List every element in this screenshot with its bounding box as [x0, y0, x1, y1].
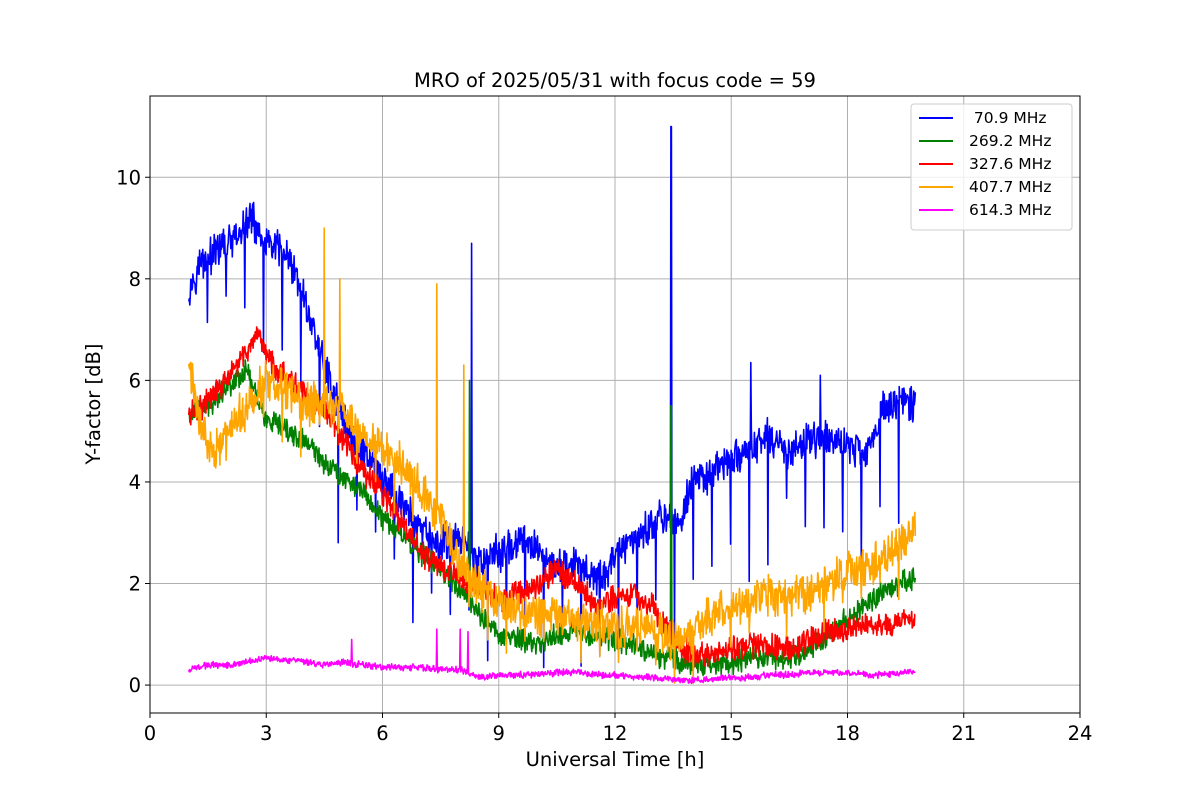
legend-entry: 70.9 MHz	[969, 109, 1047, 127]
x-tick-label: 6	[376, 722, 388, 745]
y-axis-label: Y-factor [dB]	[82, 344, 105, 466]
x-tick-label: 12	[603, 722, 628, 745]
x-tick-label: 18	[835, 722, 860, 745]
y-tick-label: 8	[129, 268, 141, 291]
legend-entry: 269.2 MHz	[969, 132, 1051, 150]
series-line	[188, 628, 916, 685]
x-tick-label: 15	[719, 722, 744, 745]
y-tick-label: 0	[129, 674, 141, 697]
y-tick-label: 4	[129, 471, 141, 494]
series-lines	[188, 125, 917, 685]
x-tick-label: 0	[144, 722, 156, 745]
legend-entry: 327.6 MHz	[969, 155, 1051, 173]
series-line	[188, 125, 917, 669]
series-line	[188, 227, 917, 685]
x-tick-label: 21	[951, 722, 976, 745]
legend: 70.9 MHz 269.2 MHz 327.6 MHz 407.7 MHz 614.3…	[910, 103, 1073, 231]
x-tick-label: 24	[1068, 722, 1093, 745]
chart-title: MRO of 2025/05/31 with focus code = 59	[414, 69, 816, 92]
y-tick-label: 10	[116, 166, 141, 189]
x-tick-label: 9	[493, 722, 505, 745]
x-axis-label: Universal Time [h]	[526, 748, 705, 771]
legend-box	[910, 103, 1073, 231]
legend-entry: 407.7 MHz	[969, 178, 1051, 196]
y-tick-label: 2	[129, 573, 141, 596]
legend-entry: 614.3 MHz	[969, 201, 1051, 219]
x-tick-label: 3	[260, 722, 272, 745]
y-tick-label: 6	[129, 369, 141, 392]
